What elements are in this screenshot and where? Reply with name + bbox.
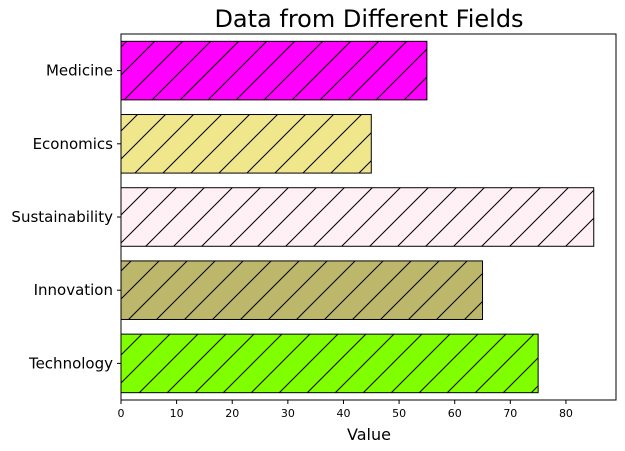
plot-area-frame <box>120 33 617 401</box>
bars-group <box>120 40 595 394</box>
category-label-technology: Technology <box>28 354 113 372</box>
x-tick-label: 50 <box>392 407 406 420</box>
x-tick-label: 60 <box>448 407 462 420</box>
bar-medicine <box>120 40 428 101</box>
x-tick-label: 10 <box>170 407 184 420</box>
x-tick-label: 40 <box>336 407 350 420</box>
category-labels: Technology Innovation Sustainability Econom… <box>11 62 121 372</box>
x-tick-label: 70 <box>503 407 517 420</box>
x-axis-label: Value <box>347 425 391 444</box>
chart-title: Data from Different Fields <box>214 5 523 33</box>
x-tick-label: 0 <box>118 407 125 420</box>
bar-sustainability <box>120 187 595 247</box>
bar-technology <box>120 333 539 394</box>
category-label-economics: Economics <box>33 135 114 153</box>
x-tick-label: 30 <box>281 407 295 420</box>
category-label-innovation: Innovation <box>34 281 113 299</box>
bar-economics <box>120 114 372 174</box>
x-tick-label: 20 <box>225 407 239 420</box>
x-axis-ticks: 0 10 20 30 40 50 60 70 80 <box>118 400 573 420</box>
category-label-medicine: Medicine <box>46 62 113 80</box>
bar-innovation <box>120 260 484 320</box>
category-label-sustainability: Sustainability <box>11 208 113 226</box>
x-tick-label: 80 <box>559 407 573 420</box>
